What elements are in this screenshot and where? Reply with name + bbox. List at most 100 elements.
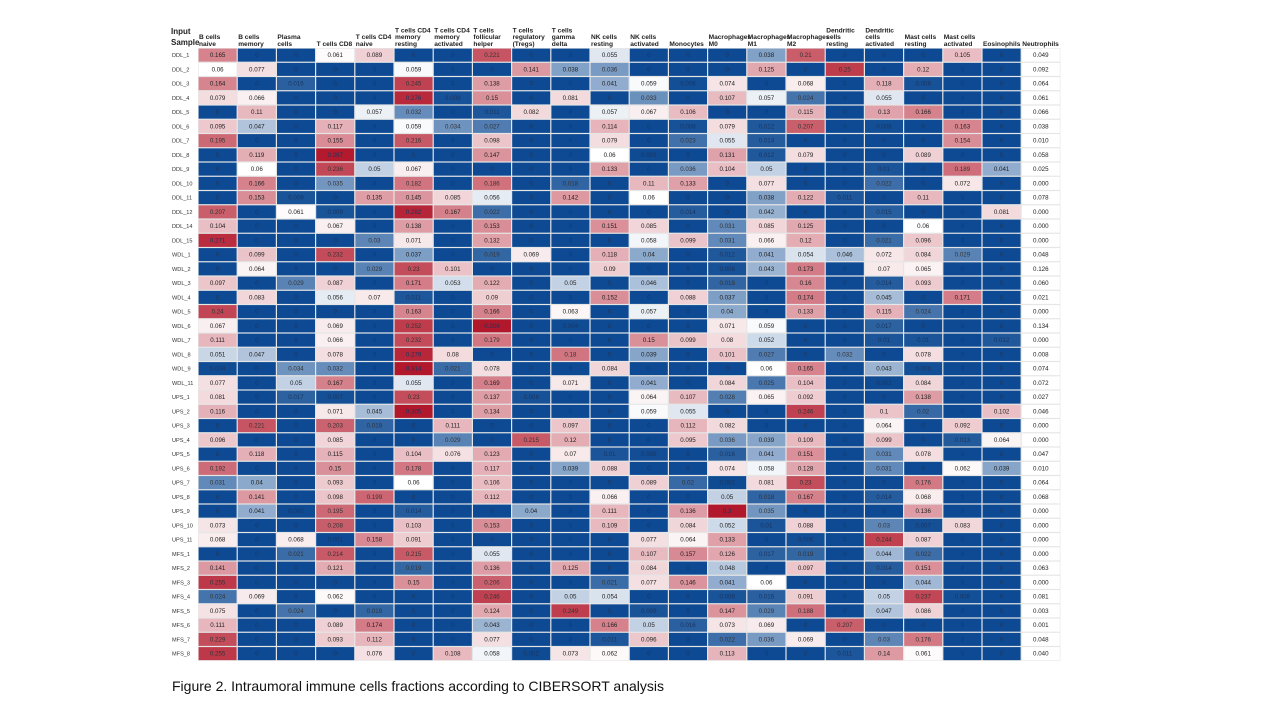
cell-WDL_6-12 xyxy=(669,319,707,333)
cell-value-UPS_2-0: 0.116 xyxy=(210,408,226,415)
cell-MFS_6-17 xyxy=(865,618,903,632)
cell-UPS_2-0 xyxy=(198,404,237,418)
cell-value-UPS_5-12: 0 xyxy=(686,451,690,458)
cell-value-UPS_6-9: 0.039 xyxy=(563,465,579,472)
cell-MFS_7-17 xyxy=(865,632,903,646)
cell-MFS_5-10 xyxy=(590,604,629,618)
cell-DDL_12-5 xyxy=(394,205,433,219)
cell-value-DDL_11-16: 0.011 xyxy=(837,195,853,202)
cell-MFS_2-5 xyxy=(394,561,433,575)
cell-value-WDL_7-0: 0.111 xyxy=(210,337,225,344)
cell-value-DDL_6-17: 0.006 xyxy=(876,123,892,130)
cell-value-UPS_7-11: 0.089 xyxy=(641,480,657,487)
cell-value-MFS_6-2: 0 xyxy=(294,622,298,629)
cell-value-MFS_3-7: 0.206 xyxy=(484,579,500,586)
cell-value-DDL_12-20: 0.081 xyxy=(994,209,1010,216)
cell-value-MFS_4-20: 0 xyxy=(1000,594,1004,601)
cell-DDL_9-13 xyxy=(708,162,747,176)
cell-value-UPS_4-3: 0.085 xyxy=(327,437,343,444)
cell-DDL_7-15 xyxy=(786,134,825,148)
column-header-6-line-2: activated xyxy=(434,41,463,48)
cell-value-UPS_8-5: 0 xyxy=(412,494,416,501)
cell-UPS_2-1 xyxy=(237,404,276,418)
cell-value-WDL_11-17: 0.002 xyxy=(876,380,892,387)
cell-value-DDL_10-19: 0.072 xyxy=(955,180,971,187)
cell-WDL_4-11 xyxy=(629,290,668,304)
cell-UPS_5-18 xyxy=(904,447,943,461)
cell-value-UPS_7-14: 0.081 xyxy=(759,480,775,487)
cell-value-UPS_11-9: 0 xyxy=(569,537,573,544)
cell-value-DDL_15-1: 0 xyxy=(255,237,259,244)
cell-DDL_5-12 xyxy=(669,105,707,119)
cell-value-MFS_8-18: 0.061 xyxy=(915,651,931,658)
cell-value-DDL_9-17: 0.01 xyxy=(878,166,891,173)
cell-DDL_1-16 xyxy=(825,48,864,62)
row-label-DDL_4: DDL_4 xyxy=(172,96,189,102)
cell-UPS_1-6 xyxy=(433,390,472,404)
cell-value-DDL_6-12: 0.008 xyxy=(680,123,696,130)
cell-value-DDL_8-21: 0.058 xyxy=(1033,152,1049,159)
cell-value-WDL_8-9: 0.18 xyxy=(564,351,577,358)
cell-MFS_3-15 xyxy=(786,575,825,589)
cell-value-DDL_4-5: 0.276 xyxy=(406,95,422,102)
cell-WDL_4-10 xyxy=(590,290,629,304)
cell-value-MFS_2-3: 0.121 xyxy=(327,565,343,572)
cell-WDL_2-10 xyxy=(590,262,629,276)
cell-UPS_11-1 xyxy=(237,533,276,547)
cell-value-WDL_6-12: 0 xyxy=(686,323,690,330)
cell-value-MFS_8-4: 0.076 xyxy=(367,651,383,658)
cell-value-WDL_3-6: 0.053 xyxy=(445,280,461,287)
cell-value-DDL_1-12: 0 xyxy=(686,52,690,59)
cell-value-DDL_10-1: 0.166 xyxy=(249,180,265,187)
cell-UPS_2-14 xyxy=(747,404,786,418)
cell-MFS_4-18 xyxy=(904,590,943,604)
row-label-DDL_12: DDL_12 xyxy=(172,210,193,216)
cell-value-MFS_4-7: 0.246 xyxy=(484,594,500,601)
cell-value-UPS_6-6: 0 xyxy=(451,465,455,472)
cell-DDL_8-17 xyxy=(865,148,903,162)
cell-value-UPS_7-8: 0 xyxy=(529,480,533,487)
cell-value-MFS_4-17: 0.05 xyxy=(878,594,891,601)
cell-DDL_12-3 xyxy=(316,205,355,219)
cell-value-MFS_5-1: 0 xyxy=(255,608,259,615)
cell-value-DDL_15-2: 0 xyxy=(294,237,298,244)
column-header-10-line-0: NK cells xyxy=(591,34,617,41)
cell-value-MFS_2-1: 0 xyxy=(255,565,259,572)
cell-WDL_9-19 xyxy=(943,362,982,376)
cell-value-UPS_9-6: 0 xyxy=(451,508,455,515)
cell-value-UPS_3-19: 0.092 xyxy=(955,423,971,430)
cell-value-WDL_4-16: 0 xyxy=(843,294,847,301)
cell-value-WDL_6-20: 0 xyxy=(1000,323,1004,330)
cell-MFS_1-9 xyxy=(551,547,590,561)
cell-value-WDL_3-0: 0.097 xyxy=(210,280,226,287)
cell-value-DDL_6-8: 0 xyxy=(529,123,533,130)
cell-MFS_8-11 xyxy=(629,647,668,661)
cell-DDL_15-19 xyxy=(943,233,982,247)
cell-value-DDL_12-13: 0 xyxy=(725,209,729,216)
cell-value-DDL_8-0: 0 xyxy=(216,152,220,159)
cell-DDL_8-10 xyxy=(590,148,629,162)
cell-value-WDL_8-4: 0 xyxy=(373,351,377,358)
cell-DDL_15-17 xyxy=(865,233,903,247)
cell-UPS_1-14 xyxy=(747,390,786,404)
cell-value-DDL_11-4: 0.135 xyxy=(367,195,383,202)
cell-value-WDL_2-21: 0.126 xyxy=(1033,266,1049,273)
cell-value-DDL_14-17: 0 xyxy=(882,223,886,230)
cell-MFS_3-1 xyxy=(237,575,276,589)
cell-value-DDL_7-15: 0 xyxy=(804,138,808,145)
cell-value-DDL_10-18: 0 xyxy=(921,180,925,187)
cell-value-DDL_6-15: 0.207 xyxy=(798,123,814,130)
cell-value-UPS_8-10: 0.066 xyxy=(602,494,618,501)
cell-DDL_12-16 xyxy=(825,205,864,219)
cell-WDL_3-13 xyxy=(708,276,747,290)
cell-value-MFS_2-2: 0 xyxy=(294,565,298,572)
cell-WDL_6-6 xyxy=(433,319,472,333)
cell-value-UPS_1-6: 0 xyxy=(451,394,455,401)
cell-value-WDL_9-16: 0 xyxy=(843,366,847,373)
cell-value-MFS_7-0: 0.229 xyxy=(210,636,226,643)
cell-UPS_10-20 xyxy=(982,518,1021,532)
cell-value-DDL_2-13: 0 xyxy=(725,66,729,73)
cell-DDL_11-9 xyxy=(551,191,590,205)
cell-DDL_7-12 xyxy=(669,134,707,148)
cell-value-UPS_10-5: 0.103 xyxy=(406,522,422,529)
